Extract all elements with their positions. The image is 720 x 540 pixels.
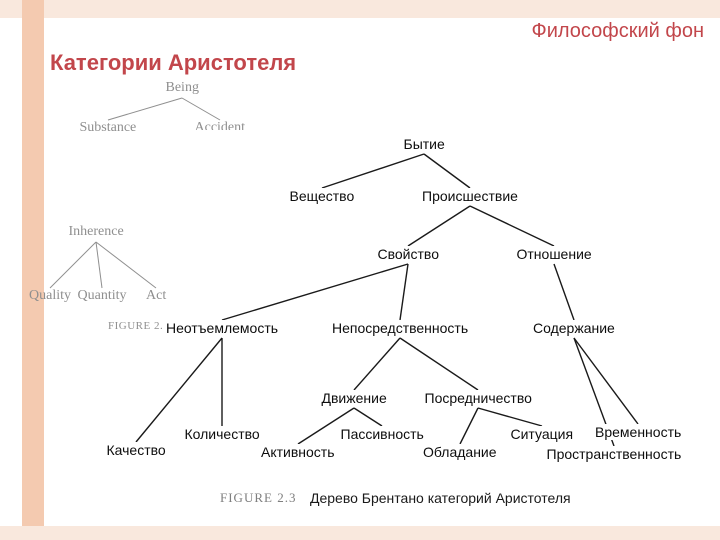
tree-edge [554,264,574,320]
tree-node-aktivnost: Активность [260,444,336,460]
slide: Философский фон Категории Аристотеля Bei… [0,0,720,540]
tree-node-proisshestvie: Происшествие [421,188,519,204]
tree-node-vremennost: Временность [594,424,682,440]
tree-node-neotemlemost: Неотъемлемость [165,320,279,336]
tree-node-kachestvo: Качество [106,442,167,458]
tree-edge [408,206,470,246]
tree-node-obladanie: Обладание [422,444,498,460]
tree-edge [354,338,400,390]
tree-edge [424,154,470,188]
tree-node-veshchestvo: Вещество [289,188,356,204]
tree-edge [322,154,424,188]
tree-edge [354,408,382,426]
tree-node-bytie: Бытие [403,136,446,152]
tree-node-soderzhanie: Содержание [532,320,616,336]
tree-edge [400,338,478,390]
tree-edge [222,264,408,320]
tree-edge [470,206,554,246]
tree-edge [400,264,408,320]
tree-node-passivnost: Пассивность [340,426,425,442]
tree-node-dvizhenie: Движение [321,390,388,406]
figure-caption-text: Дерево Брентано категорий Аристотеля [310,490,571,506]
tree-edge [460,408,478,444]
tree-edge [574,338,638,424]
tree-node-svoistvo: Свойство [377,246,440,262]
tree-edge [478,408,542,426]
tree-node-posrednichestvo: Посредничество [424,390,533,406]
tree-node-situatsiya: Ситуация [510,426,575,442]
figure-caption-label: FIGURE 2.3 [220,490,296,506]
tree-node-neposredstvennost: Непосредственность [331,320,469,336]
tree-node-prostranstvennost: Пространственность [546,446,683,462]
tree-node-otnoshenie: Отношение [516,246,593,262]
tree-node-kolichestvo: Количество [184,426,261,442]
